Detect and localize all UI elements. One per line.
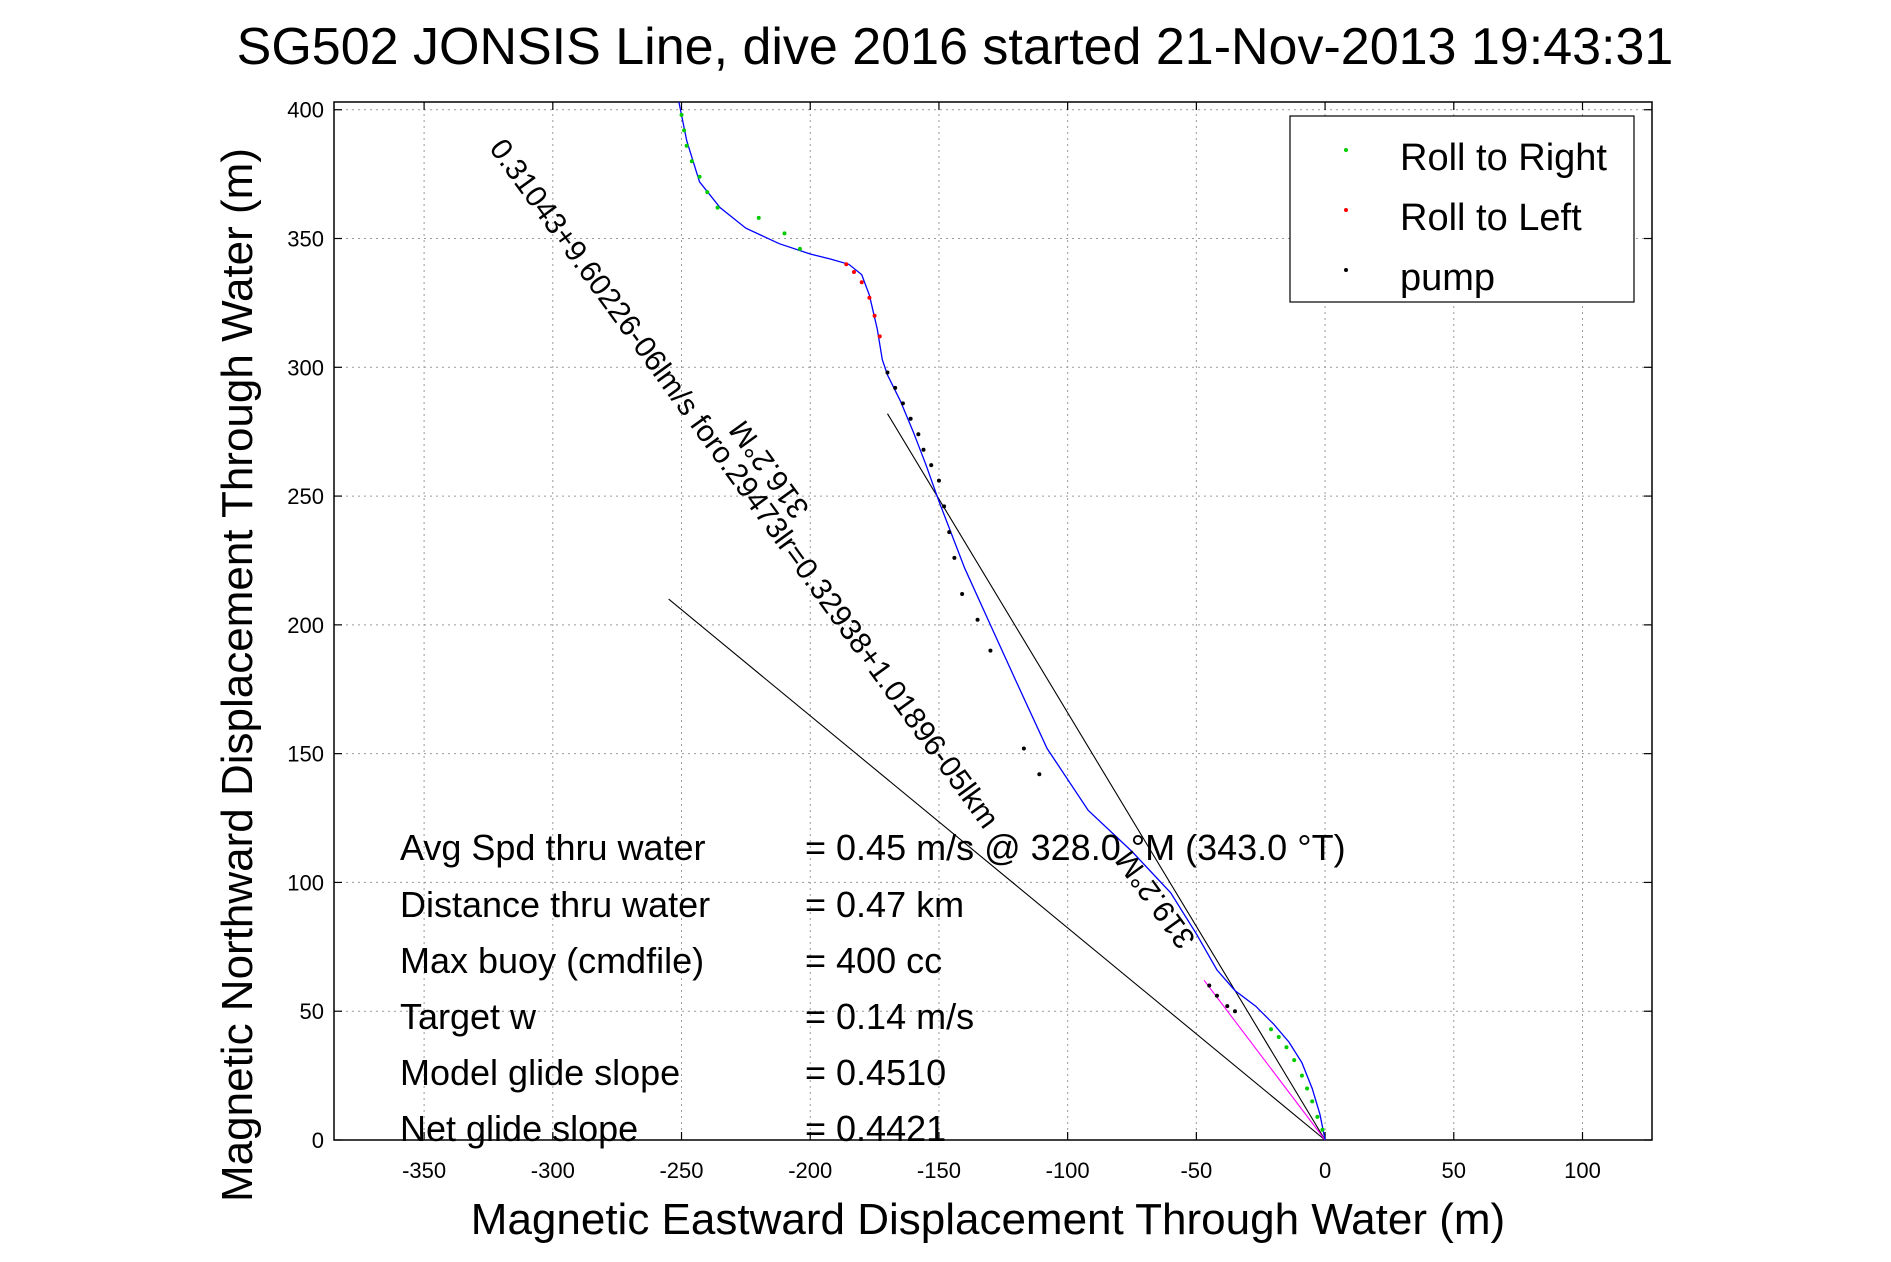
roll-right-point xyxy=(797,246,802,251)
pump-point xyxy=(908,416,913,421)
pump-point xyxy=(942,504,947,509)
roll-right-point xyxy=(756,215,761,220)
stat-label-distance: Distance thru water xyxy=(400,884,710,925)
pump-point xyxy=(916,432,921,437)
track-points xyxy=(679,112,1325,1132)
stat-value-max-buoy: = 400 cc xyxy=(805,940,942,981)
roll-right-point xyxy=(782,231,787,236)
x-axis-label: Magnetic Eastward Displacement Through W… xyxy=(471,1195,1505,1244)
roll-right-point xyxy=(682,128,687,133)
roll-right-point xyxy=(1292,1058,1297,1063)
stat-label-net-glide: Net glide slope xyxy=(400,1108,638,1149)
stat-label-model-glide: Model glide slope xyxy=(400,1052,680,1093)
roll-right-point xyxy=(1305,1086,1310,1091)
y-tick-label: 50 xyxy=(300,999,324,1024)
legend-marker-roll-left xyxy=(1344,208,1348,212)
x-tick-label: -100 xyxy=(1046,1158,1090,1183)
pump-point xyxy=(1021,746,1026,751)
pump-point xyxy=(893,385,898,390)
y-tick-label: 400 xyxy=(287,98,324,123)
roll-right-point xyxy=(1269,1027,1274,1032)
roll-left-point xyxy=(851,269,856,274)
x-tick-label: 100 xyxy=(1564,1158,1601,1183)
x-tick-label: -50 xyxy=(1180,1158,1212,1183)
roll-right-point xyxy=(1284,1045,1289,1050)
roll-right-point xyxy=(689,159,694,164)
reference-line xyxy=(886,413,1326,1141)
stat-value-distance: = 0.47 km xyxy=(805,884,964,925)
pump-point xyxy=(1214,993,1219,998)
x-tick-label: 50 xyxy=(1442,1158,1466,1183)
pump-point xyxy=(947,530,952,535)
pump-point xyxy=(929,463,934,468)
reference-line xyxy=(1203,979,1326,1141)
pump-point xyxy=(1037,772,1042,777)
track-line xyxy=(678,101,1326,1141)
grid xyxy=(334,102,1652,1141)
pump-point xyxy=(1207,983,1212,988)
stat-label-avg-speed: Avg Spd thru water xyxy=(400,827,706,868)
roll-right-point xyxy=(1276,1034,1281,1039)
reference-lines xyxy=(668,413,1326,1141)
pump-point xyxy=(952,555,957,560)
roll-right-point xyxy=(1299,1073,1304,1078)
y-tick-label: 0 xyxy=(312,1128,324,1153)
legend-label-pump: pump xyxy=(1400,257,1495,299)
reference-line xyxy=(668,598,1326,1141)
pump-point xyxy=(921,447,926,452)
y-tick-label: 100 xyxy=(287,870,324,895)
x-tick-label: -300 xyxy=(531,1158,575,1183)
stat-value-model-glide: = 0.4510 xyxy=(805,1052,946,1093)
y-tick-label: 150 xyxy=(287,742,324,767)
legend-label-roll-right: Roll to Right xyxy=(1400,137,1607,179)
plot-frame xyxy=(333,101,1653,1141)
pump-point xyxy=(885,370,890,375)
pump-point xyxy=(1232,1009,1237,1014)
axis-ticks: -350 -300 -250 -200 -150 -100 -50 0 50 100 0 50 100 1… xyxy=(287,98,1652,1183)
roll-left-point xyxy=(859,280,864,285)
pump-point xyxy=(988,648,993,653)
x-tick-label: 0 xyxy=(1319,1158,1331,1183)
chart-title: SG502 JONSIS Line, dive 2016 started 21-… xyxy=(237,18,1674,76)
y-tick-label: 300 xyxy=(287,355,324,380)
y-tick-label: 250 xyxy=(287,484,324,509)
pump-point xyxy=(960,591,965,596)
legend-label-roll-left: Roll to Left xyxy=(1400,197,1582,239)
y-axis-label: Magnetic Northward Displacement Through … xyxy=(213,148,262,1202)
roll-right-point xyxy=(1320,1127,1325,1132)
legend-marker-roll-right xyxy=(1344,148,1348,152)
roll-right-point xyxy=(1310,1099,1315,1104)
x-tick-label: -150 xyxy=(917,1158,961,1183)
x-tick-label: -200 xyxy=(788,1158,832,1183)
stat-value-net-glide: = 0.4421 xyxy=(805,1108,946,1149)
legend-marker-pump xyxy=(1344,268,1348,272)
roll-right-point xyxy=(697,174,702,179)
stat-value-target-w: = 0.14 m/s xyxy=(805,996,974,1037)
x-tick-label: -250 xyxy=(659,1158,703,1183)
roll-right-point xyxy=(715,205,720,210)
roll-left-point xyxy=(872,313,877,318)
roll-left-point xyxy=(877,334,882,339)
pump-point xyxy=(1225,1004,1230,1009)
roll-right-point xyxy=(1315,1114,1320,1119)
roll-right-point xyxy=(684,143,689,148)
y-tick-label: 350 xyxy=(287,227,324,252)
y-tick-label: 200 xyxy=(287,613,324,638)
pump-point xyxy=(975,617,980,622)
roll-left-point xyxy=(867,295,872,300)
legend: Roll to Right Roll to Left pump xyxy=(1289,115,1635,303)
stat-value-avg-speed: = 0.45 m/s @ 328.0 °M (343.0 °T) xyxy=(805,827,1346,868)
pump-point xyxy=(936,478,941,483)
stat-label-max-buoy: Max buoy (cmdfile) xyxy=(400,940,704,981)
dive-stats: Avg Spd thru water = 0.45 m/s @ 328.0 °M… xyxy=(400,827,1346,1149)
x-tick-label: -350 xyxy=(402,1158,446,1183)
roll-right-point xyxy=(705,190,710,195)
pump-point xyxy=(900,401,905,406)
roll-right-point xyxy=(679,112,684,117)
roll-left-point xyxy=(844,262,849,267)
stat-label-target-w: Target w xyxy=(400,996,537,1037)
